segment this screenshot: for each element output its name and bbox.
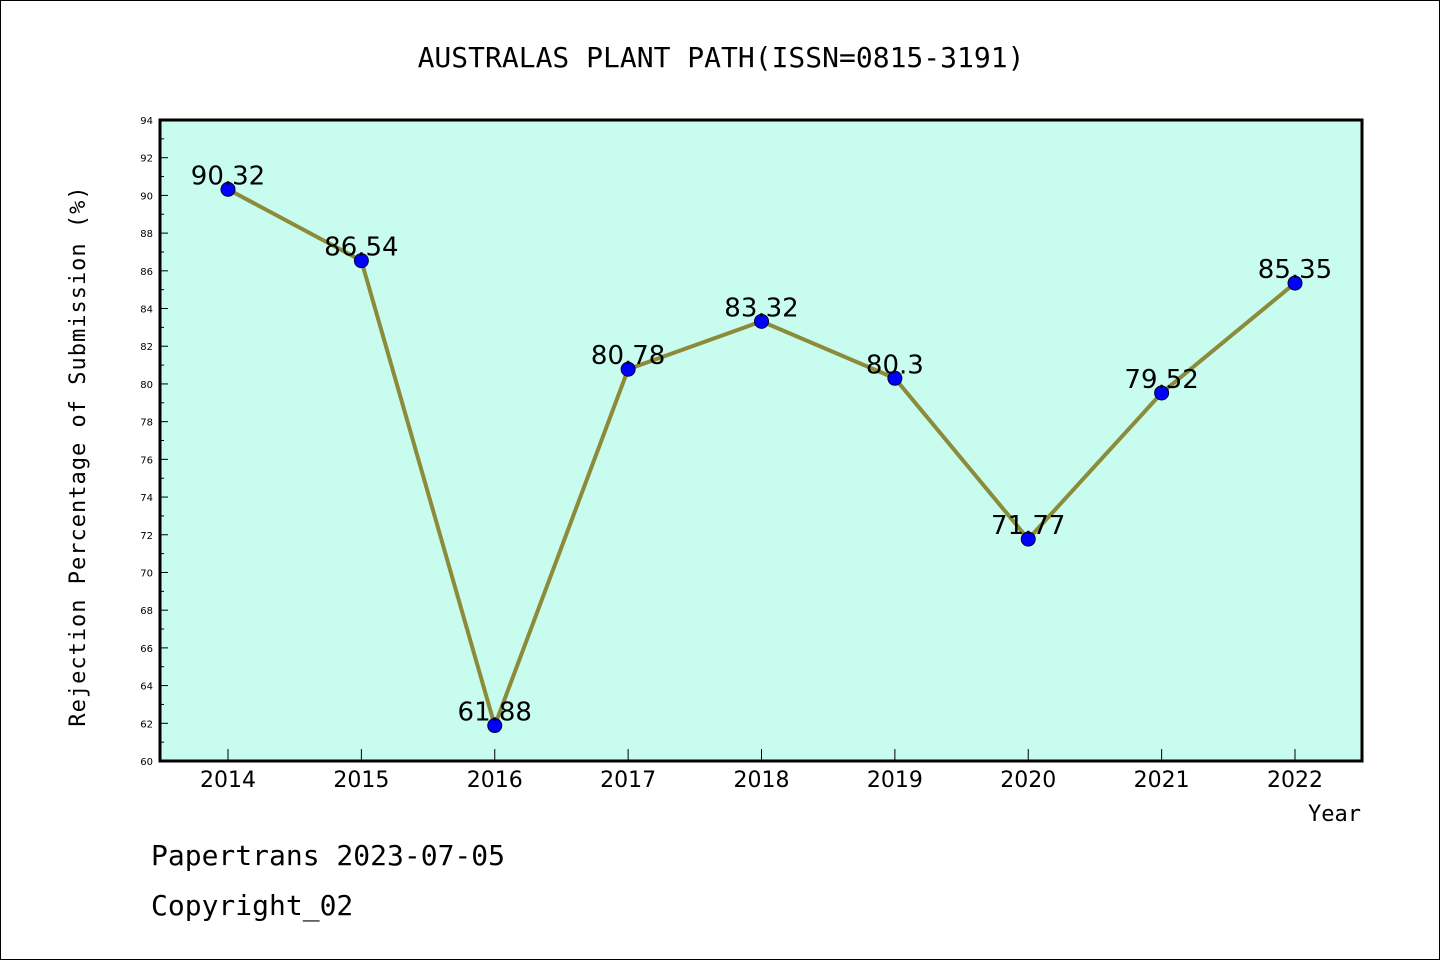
y-tick-label: 66 (140, 644, 153, 655)
y-tick-label: 64 (140, 682, 153, 693)
data-label: 79.52 (1124, 365, 1198, 395)
data-point-marker (620, 361, 636, 377)
x-tick-label: 2019 (867, 768, 923, 793)
y-tick-label: 72 (140, 531, 153, 542)
x-tick-label: 2018 (734, 768, 790, 793)
data-label: 86.54 (324, 233, 398, 263)
plot-border (158, 118, 1364, 763)
data-label: 83.32 (724, 293, 798, 323)
x-tick-label: 2017 (600, 768, 656, 793)
series-line-group (220, 181, 1303, 734)
x-tick-label: 2015 (333, 768, 389, 793)
y-tick-label: 84 (140, 305, 153, 316)
x-tick-label: 2022 (1267, 768, 1323, 793)
x-tick-label: 2020 (1000, 768, 1056, 793)
x-axis: 2014 2015 2016 2017 2018 2019 2020 2021 2022 (200, 749, 1323, 793)
y-tick-label: 88 (140, 229, 153, 240)
plot-area (160, 120, 1362, 761)
y-tick-label: 62 (140, 719, 153, 730)
footer-copyright: Copyright_02 (151, 889, 353, 923)
data-point-marker (1020, 531, 1036, 547)
data-point-marker (487, 718, 503, 734)
y-tick-label: 68 (140, 606, 153, 617)
y-tick-label: 78 (140, 418, 153, 429)
x-axis-title: Year (1308, 802, 1361, 827)
y-axis-title: Rejection Percentage of Submission (%) (66, 185, 91, 726)
y-tick-label: 70 (140, 568, 153, 579)
data-label: 90.32 (191, 161, 265, 191)
x-tick-label: 2016 (467, 768, 523, 793)
y-tick-label: 80 (140, 380, 153, 391)
data-label: 80.78 (591, 341, 665, 371)
data-label: 85.35 (1258, 255, 1332, 285)
y-tick-label: 94 (140, 116, 153, 127)
data-point-marker (754, 313, 769, 329)
y-tick-label: 60 (140, 757, 153, 768)
chart-title: AUSTRALAS PLANT PATH(ISSN=0815-3191) (418, 41, 1025, 74)
y-tick-label: 74 (140, 493, 153, 504)
data-point-marker (1287, 275, 1303, 291)
y-axis: 60 62 64 66 68 70 72 74 76 78 80 82 84 86 88 90 92 94 (140, 116, 168, 768)
y-tick-label: 76 (140, 455, 153, 466)
data-label: 80.3 (866, 350, 924, 380)
data-label: 71.77 (991, 511, 1065, 541)
footer-date: Papertrans 2023-07-05 (151, 839, 505, 872)
data-point-marker (1154, 385, 1170, 401)
data-point-marker (887, 370, 903, 386)
data-point-marker (353, 253, 369, 269)
data-label-group: 90.32 86.54 61.88 80.78 83.32 80.3 71.77 79.52 8… (191, 161, 1332, 727)
y-tick-label: 90 (140, 191, 153, 202)
data-label: 61.88 (458, 698, 532, 728)
y-tick-label: 92 (140, 154, 153, 165)
y-tick-label: 86 (140, 267, 153, 278)
data-point-marker (220, 181, 236, 197)
y-tick-label: 82 (140, 342, 153, 353)
x-tick-label: 2021 (1134, 768, 1190, 793)
x-tick-label: 2014 (200, 768, 256, 793)
